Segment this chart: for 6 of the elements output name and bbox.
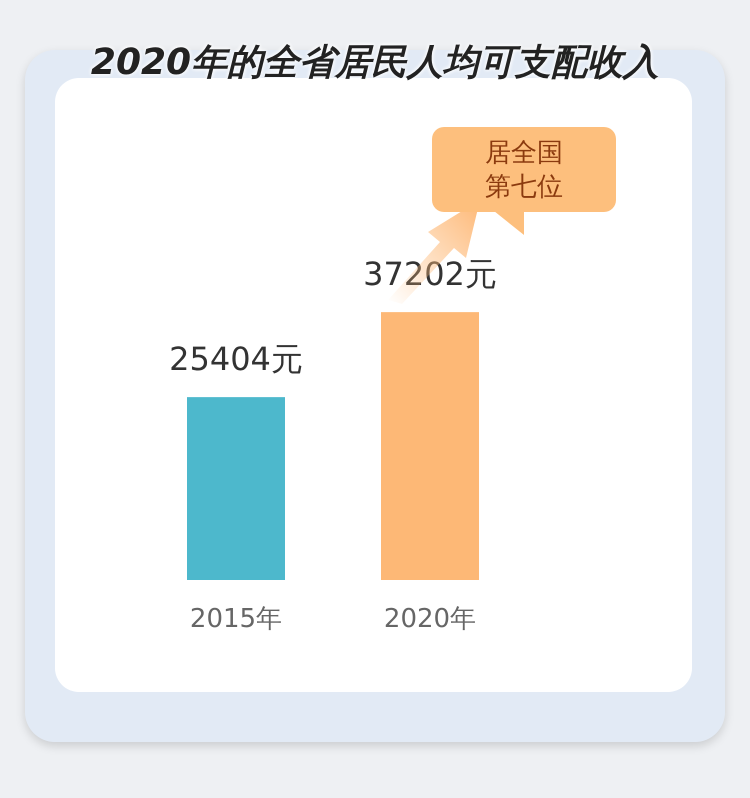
text: 居全国第七位 (484, 136, 564, 204)
chart-title: 2020年的全省居民人均可支配收入 (90, 41, 660, 85)
data-label: 25404元 (169, 340, 303, 378)
x-tick-label: 2020年 (384, 604, 476, 634)
data-label: 37202元 (363, 255, 497, 294)
x-tick-label: 2015年 (190, 604, 282, 634)
